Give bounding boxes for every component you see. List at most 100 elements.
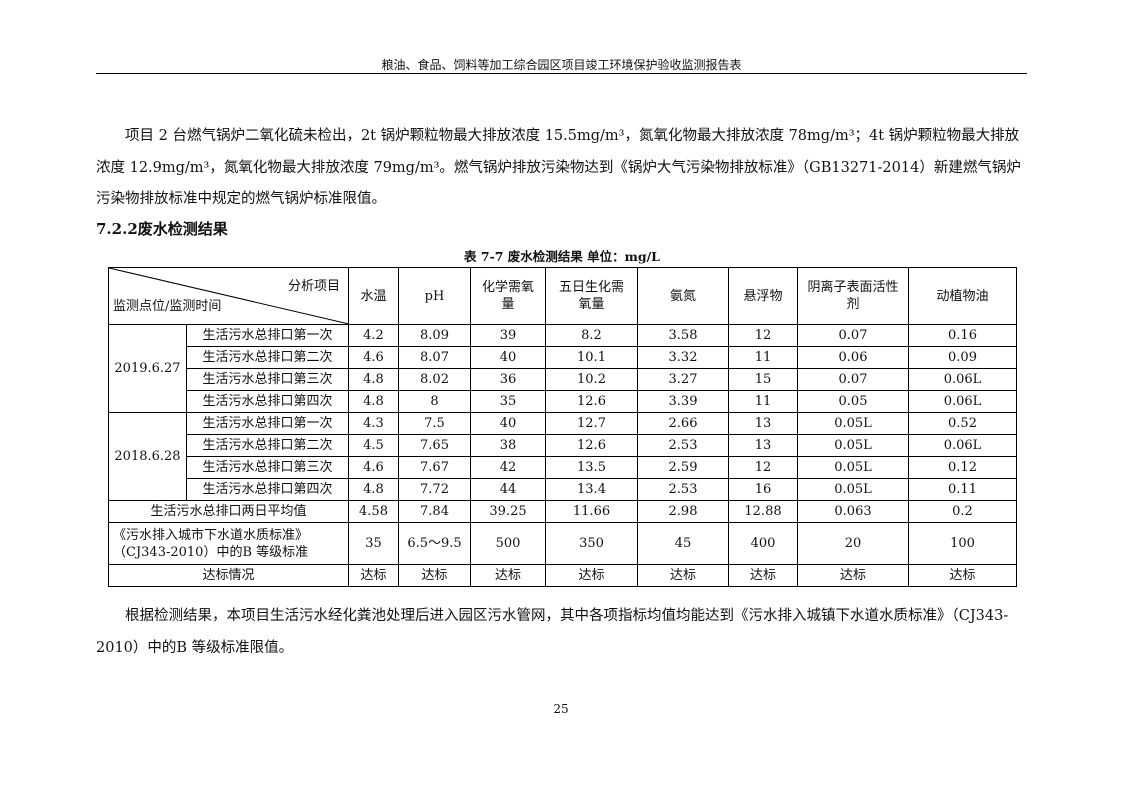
value-cell: 4.8 xyxy=(348,390,399,413)
value-cell: 达标 xyxy=(908,564,1017,587)
value-cell: 3.32 xyxy=(637,346,729,369)
value-cell: 0.07 xyxy=(797,324,909,347)
value-cell: 0.16 xyxy=(908,324,1017,347)
value-cell: 0.06 xyxy=(797,346,909,369)
value-cell: 0.06L xyxy=(908,368,1017,391)
value-cell: 达标 xyxy=(728,564,798,587)
value-cell: 10.2 xyxy=(545,368,638,391)
value-cell: 4.2 xyxy=(348,324,399,347)
compliance-row: 达标情况 达标 达标 达标 达标 达标 达标 达标 达标 xyxy=(108,564,1017,587)
value-cell: 0.11 xyxy=(908,478,1017,501)
value-cell: 4.5 xyxy=(348,434,399,457)
header-rule xyxy=(96,73,1027,74)
sampling-point-cell: 生活污水总排口第二次 xyxy=(186,434,349,457)
date-cell: 2018.6.28 xyxy=(108,412,187,501)
value-cell: 10.1 xyxy=(545,346,638,369)
sampling-point-cell: 生活污水总排口第四次 xyxy=(186,478,349,501)
value-cell: 0.063 xyxy=(797,500,909,523)
value-cell: 0.06L xyxy=(908,434,1017,457)
value-cell: 7.72 xyxy=(398,478,471,501)
value-cell: 36 xyxy=(470,368,546,391)
value-cell: 12 xyxy=(728,456,798,479)
value-cell: 6.5～9.5 xyxy=(398,522,471,565)
value-cell: 39 xyxy=(470,324,546,347)
column-header: 动植物油 xyxy=(908,267,1017,325)
running-header: 粮油、食品、饲料等加工综合园区项目竣工环境保护验收监测报告表 xyxy=(381,58,742,72)
value-cell: 20 xyxy=(797,522,909,565)
value-cell: 4.8 xyxy=(348,368,399,391)
value-cell: 35 xyxy=(470,390,546,413)
table-row: 生活污水总排口第四次 4.8 8 35 12.6 3.39 11 0.05 0.06L xyxy=(109,390,1017,413)
value-cell: 达标 xyxy=(348,564,399,587)
diagonal-line xyxy=(109,268,349,324)
table-row: 生活污水总排口第二次 4.5 7.65 38 12.6 2.53 13 0.05L 0.06L xyxy=(109,434,1017,457)
value-cell: 12 xyxy=(728,324,798,347)
value-cell: 2.98 xyxy=(637,500,729,523)
value-cell: 8 xyxy=(398,390,471,413)
value-cell: 0.05L xyxy=(797,456,909,479)
column-header: 水温 xyxy=(348,267,399,325)
value-cell: 15 xyxy=(728,368,798,391)
table-row: 生活污水总排口第四次 4.8 7.72 44 13.4 2.53 16 0.05L 0.11 xyxy=(109,478,1017,501)
paragraph-conclusion: 根据检测结果，本项目生活污水经化粪池处理后进入园区污水管网，其中各项指标均值均能… xyxy=(96,608,1009,656)
value-cell: 13.4 xyxy=(545,478,638,501)
average-row: 生活污水总排口两日平均值 4.58 7.84 39.25 11.66 2.98 12.88 0… xyxy=(108,500,1017,523)
value-cell: 4.3 xyxy=(348,412,399,435)
table-row: 生活污水总排口第三次 4.8 8.02 36 10.2 3.27 15 0.07 0.06L xyxy=(109,368,1017,391)
value-cell: 13.5 xyxy=(545,456,638,479)
value-cell: 45 xyxy=(637,522,729,565)
value-cell: 12.7 xyxy=(545,412,638,435)
value-cell: 3.27 xyxy=(637,368,729,391)
value-cell: 4.58 xyxy=(348,500,399,523)
table-row: 2019.6.27 生活污水总排口第一次 4.2 8.09 39 8.2 3.58 12 0.0… xyxy=(108,324,1017,413)
value-cell: 16 xyxy=(728,478,798,501)
value-cell: 8.02 xyxy=(398,368,471,391)
table-row: 生活污水总排口第二次 4.6 8.07 40 10.1 3.32 11 0.06 0.09 xyxy=(109,346,1017,369)
value-cell: 13 xyxy=(728,434,798,457)
column-header: 氨氮 xyxy=(637,267,729,325)
value-cell: 4.6 xyxy=(348,346,399,369)
value-cell: 42 xyxy=(470,456,546,479)
value-cell: 40 xyxy=(470,412,546,435)
value-cell: 8.07 xyxy=(398,346,471,369)
corner-header-cell: 分析项目 监测点位/监测时间 xyxy=(108,267,349,325)
paragraph-boiler-emissions: 项目 2 台燃气锅炉二氧化硫未检出，2t 锅炉颗粒物最大排放浓度 15.5mg/… xyxy=(96,128,1021,207)
value-cell: 13 xyxy=(728,412,798,435)
value-cell: 0.52 xyxy=(908,412,1017,435)
sampling-point-cell: 生活污水总排口第四次 xyxy=(186,390,349,413)
value-cell: 7.65 xyxy=(398,434,471,457)
table-row: 2018.6.28 生活污水总排口第一次 4.3 7.5 40 12.7 2.66 13 0.0… xyxy=(108,412,1017,501)
value-cell: 0.09 xyxy=(908,346,1017,369)
value-cell: 11 xyxy=(728,390,798,413)
value-cell: 达标 xyxy=(637,564,729,587)
value-cell: 39.25 xyxy=(470,500,546,523)
value-cell: 12.6 xyxy=(545,390,638,413)
column-header: 阴离子表面活性剂 xyxy=(797,267,909,325)
value-cell: 500 xyxy=(470,522,546,565)
value-cell: 44 xyxy=(470,478,546,501)
value-cell: 3.39 xyxy=(637,390,729,413)
value-cell: 2.66 xyxy=(637,412,729,435)
value-cell: 8.09 xyxy=(398,324,471,347)
value-cell: 400 xyxy=(728,522,798,565)
value-cell: 0.05L xyxy=(797,412,909,435)
page-number: 25 xyxy=(553,702,569,716)
value-cell: 2.53 xyxy=(637,434,729,457)
wastewater-results-table: 分析项目 监测点位/监测时间 水温 pH 化学需氧量 五日生化需氧量 氨氮 悬浮物 阴离子表面活… xyxy=(108,267,1017,587)
value-cell: 0.06L xyxy=(908,390,1017,413)
value-cell: 12.88 xyxy=(728,500,798,523)
sampling-point-cell: 生活污水总排口第三次 xyxy=(186,456,349,479)
value-cell: 350 xyxy=(545,522,638,565)
column-header: 五日生化需氧量 xyxy=(545,267,638,325)
sampling-point-cell: 生活污水总排口第一次 xyxy=(186,412,349,435)
value-cell: 40 xyxy=(470,346,546,369)
average-row-label: 生活污水总排口两日平均值 xyxy=(108,500,349,523)
value-cell: 0.2 xyxy=(908,500,1017,523)
value-cell: 达标 xyxy=(470,564,546,587)
value-cell: 7.5 xyxy=(398,412,471,435)
column-header: pH xyxy=(398,267,471,325)
compliance-row-label: 达标情况 xyxy=(108,564,349,587)
corner-bottom-label: 监测点位/监测时间 xyxy=(113,299,222,314)
sampling-point-cell: 生活污水总排口第一次 xyxy=(186,324,349,347)
